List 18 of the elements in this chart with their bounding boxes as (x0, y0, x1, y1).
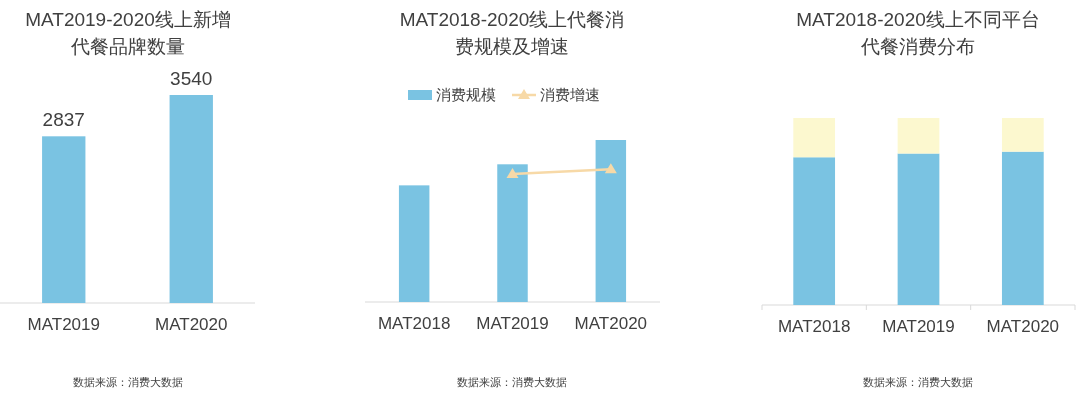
category: MAT2018 (777, 317, 851, 336)
category: MAT2020 (986, 317, 1060, 336)
category: MAT2018 (377, 314, 451, 333)
data-label: 2837 (42, 109, 85, 131)
category: MAT2019 (476, 314, 549, 333)
annotation: 数据来源：消费大数据 (457, 376, 567, 388)
category: MAT2019 (882, 317, 955, 336)
legend: 消费增速 (540, 86, 600, 103)
legend: 消费规模 (436, 86, 496, 103)
category: MAT2020 (574, 314, 648, 333)
title: MAT2018-2020线上不同平台代餐消费分布 (796, 9, 1040, 57)
annotation: 数据来源：消费大数据 (73, 376, 183, 388)
category: MAT2019 (27, 315, 100, 334)
title: MAT2019-2020线上新增代餐品牌数量 (25, 9, 231, 57)
title: MAT2018-2020线上代餐消费规模及增速 (399, 9, 625, 57)
annotation: 数据来源：消费大数据 (863, 376, 973, 388)
category: MAT2020 (155, 315, 228, 334)
data-label: 3540 (170, 68, 213, 89)
